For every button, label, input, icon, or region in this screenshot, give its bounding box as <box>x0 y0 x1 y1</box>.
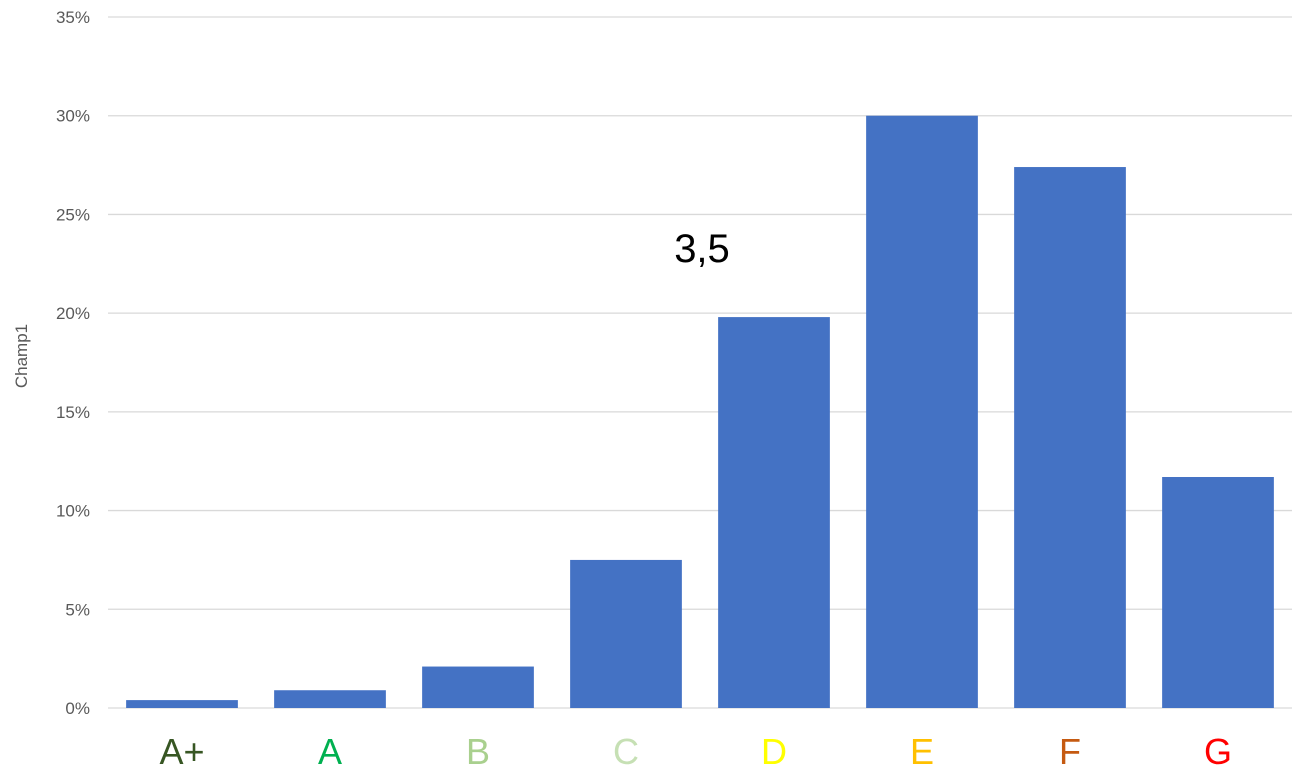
bar-e <box>866 115 978 708</box>
bar-f <box>1014 167 1126 708</box>
x-tick-label: A+ <box>159 731 204 768</box>
x-tick-label: F <box>1059 731 1081 768</box>
bar-a-plus <box>126 700 238 708</box>
y-tick-label: 30% <box>56 107 90 126</box>
y-tick-label: 10% <box>56 502 90 521</box>
chart-annotation: 3,5 <box>674 227 730 271</box>
x-axis-tick-labels: A+ A B C D E F G <box>159 731 1232 772</box>
bar-c <box>570 559 682 708</box>
y-axis-tick-labels: 0% 5% 10% 15% 20% 25% 30% 35% <box>56 8 90 718</box>
x-tick-label: E <box>910 731 934 768</box>
y-axis-label: Champ1 <box>12 324 31 388</box>
y-tick-label: 20% <box>56 304 90 323</box>
gridlines <box>108 16 1292 709</box>
x-tick-label: A <box>318 731 342 768</box>
y-tick-label: 15% <box>56 403 90 422</box>
x-tick-label: D <box>761 731 787 768</box>
x-tick-label: C <box>613 731 639 768</box>
y-tick-label: 5% <box>65 600 90 619</box>
x-tick-label: G <box>1204 731 1232 768</box>
y-tick-label: 25% <box>56 205 90 224</box>
y-tick-label: 35% <box>56 8 90 27</box>
bar-b <box>422 666 534 708</box>
y-tick-label: 0% <box>65 699 90 718</box>
x-tick-label: B <box>466 731 490 768</box>
bar-d <box>718 317 830 708</box>
bar-a <box>274 690 386 708</box>
bars <box>126 115 1274 708</box>
bar-g <box>1162 477 1274 708</box>
